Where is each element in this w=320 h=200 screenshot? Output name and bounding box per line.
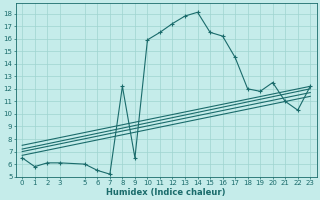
X-axis label: Humidex (Indice chaleur): Humidex (Indice chaleur)	[107, 188, 226, 197]
